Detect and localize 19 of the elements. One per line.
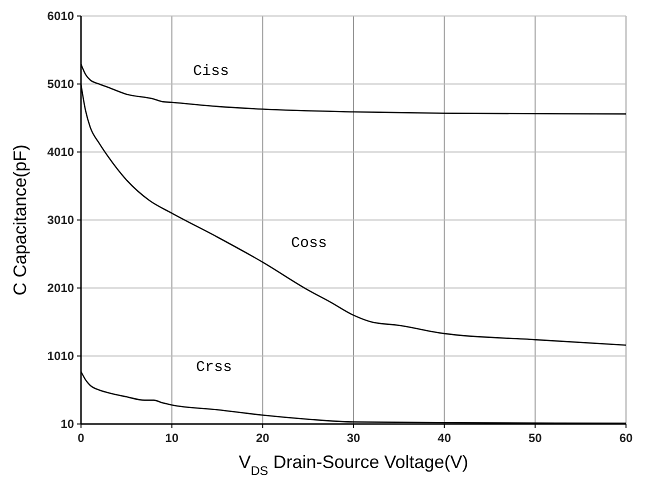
- text: Crss: [196, 359, 232, 376]
- x-tick-label: 60: [619, 431, 633, 445]
- series-label: Coss: [290, 235, 328, 252]
- y-tick-label: 5010: [47, 77, 74, 91]
- y-tick-label: 3010: [47, 213, 74, 227]
- y-tick-label: 6010: [47, 9, 74, 23]
- x-axis-title: V$_{DS}$ Drain-Source Voltage(V): [238, 452, 468, 478]
- y-axis-title: C Capacitance(pF): [10, 144, 30, 296]
- y-tick-label: 1010: [47, 349, 74, 363]
- y-tick-label: 10: [60, 417, 74, 431]
- x-tick-label: 20: [256, 431, 270, 445]
- x-tick-label: 40: [438, 431, 452, 445]
- y-tick-label: 2010: [47, 281, 74, 295]
- x-tick-label: 0: [78, 431, 85, 445]
- x-tick-label: 50: [528, 431, 542, 445]
- x-tick-label: 10: [165, 431, 179, 445]
- x-tick-label: 30: [346, 431, 360, 445]
- series-label: Ciss: [192, 63, 230, 80]
- y-tick-label: 4010: [47, 145, 74, 159]
